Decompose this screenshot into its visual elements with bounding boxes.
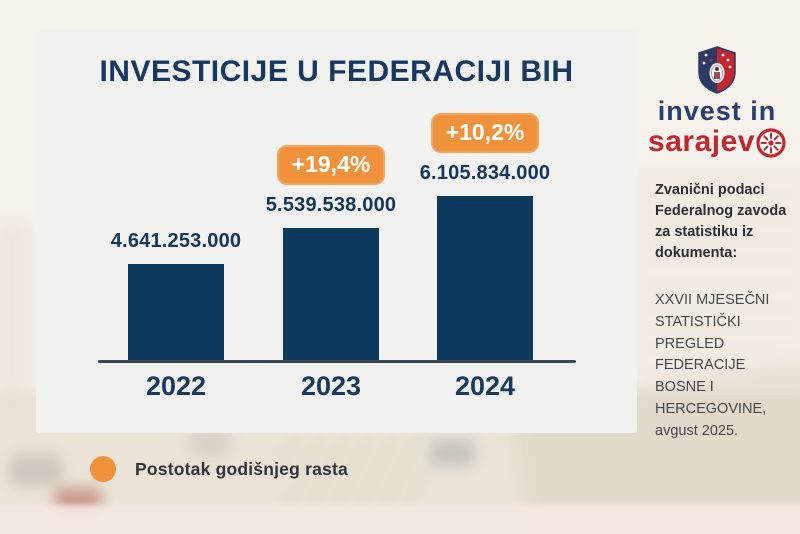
logo-invest-in: invest in <box>657 96 777 126</box>
background-car <box>430 440 474 466</box>
bar-group-2024: +10,2% 6.105.834.000 <box>400 113 570 362</box>
source-note: Zvanični podaci Federalnog zavoda za sta… <box>655 180 793 442</box>
chart-legend: Postotak godišnjeg rasta <box>90 456 348 482</box>
bar-2024 <box>437 196 533 362</box>
bar-value-label: 4.641.253.000 <box>110 230 242 252</box>
bar-group-2023: +19,4% 5.539.538.000 <box>246 145 416 362</box>
rosette-o-icon <box>756 128 786 158</box>
x-tick-2023: 2023 <box>300 371 362 401</box>
growth-badge-2024: +10,2% <box>430 113 540 153</box>
background-left-edge <box>0 220 32 420</box>
background-car <box>190 430 230 456</box>
bar-2022 <box>128 264 224 362</box>
source-note-body: XXVII MJESEČNI STATISTIČKI PREGLED FEDER… <box>655 292 770 439</box>
x-tick-2022: 2022 <box>145 371 207 401</box>
chart-title: INVESTICIJE U FEDERACIJI BIH <box>99 55 574 88</box>
bar-value-label: 6.105.834.000 <box>419 162 551 184</box>
bar-2023 <box>283 228 379 362</box>
bar-group-2022: 4.641.253.000 <box>91 230 261 362</box>
chart-card: INVESTICIJE U FEDERACIJI BIH 4.641.253.0… <box>36 30 637 433</box>
logo-sarajevo: sarajev <box>638 125 796 158</box>
sarajevo-crest-icon <box>698 46 736 94</box>
x-axis-line <box>98 360 576 363</box>
bar-value-label: 5.539.538.000 <box>265 194 397 216</box>
logo-sarajevo-text: sarajev <box>648 124 755 158</box>
x-tick-2024: 2024 <box>454 371 516 401</box>
legend-dot-icon <box>90 456 116 482</box>
brand-logo: invest in sarajev <box>638 46 796 158</box>
source-note-heading: Zvanični podaci Federalnog zavoda za sta… <box>655 182 787 262</box>
background-car <box>10 455 62 485</box>
growth-badge-2023: +19,4% <box>276 145 386 185</box>
legend-label: Postotak godišnjeg rasta <box>135 458 348 479</box>
background-bottom-strip <box>0 505 800 534</box>
background-building <box>630 170 800 390</box>
